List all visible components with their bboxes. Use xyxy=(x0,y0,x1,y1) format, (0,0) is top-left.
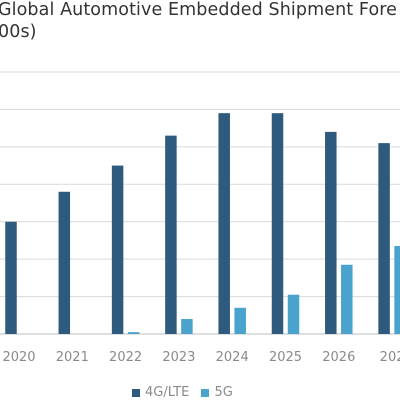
bar-5g-2023 xyxy=(181,319,193,334)
x-tick-label: 2021 xyxy=(56,350,89,365)
chart-title-line-1: Global Automotive Embedded Shipment Fore xyxy=(0,0,398,20)
bar-4g-lte-202 xyxy=(378,143,390,334)
x-tick-label: 2024 xyxy=(216,350,249,365)
bar-5g-2025 xyxy=(287,294,300,334)
bar-5g-2026 xyxy=(341,264,353,334)
chart-title-line-2: 00s) xyxy=(0,22,37,42)
legend-item-4g-lte: 4G/LTE xyxy=(132,385,189,400)
bar-5g-202 xyxy=(394,246,400,334)
x-tick-label: 2026 xyxy=(322,350,355,365)
bar-4g-lte-2023 xyxy=(165,135,177,334)
x-tick-label: 202 xyxy=(380,350,400,365)
x-tick-label: 2020 xyxy=(2,350,35,365)
bar-5g-2022 xyxy=(127,332,140,334)
bar-4g-lte-2025 xyxy=(271,113,284,335)
legend-item-5g: 5G xyxy=(201,385,233,400)
chart-legend: 4G/LTE 5G xyxy=(132,385,241,401)
legend-label-5g: 5G xyxy=(214,385,233,400)
legend-swatch-5g xyxy=(201,388,210,397)
legend-swatch-4g-lte xyxy=(132,388,140,397)
bar-4g-lte-2021 xyxy=(58,191,71,334)
bar-5g-2024 xyxy=(234,307,246,334)
bar-4g-lte-2022 xyxy=(111,165,124,334)
bar-4g-lte-2024 xyxy=(218,113,230,335)
x-tick-label: 2023 xyxy=(162,350,195,365)
bar-4g-lte-2020 xyxy=(5,221,17,334)
x-tick-label: 2022 xyxy=(109,350,142,365)
x-tick-label: 2025 xyxy=(269,350,302,365)
bar-4g-lte-2026 xyxy=(325,131,337,334)
legend-label-4g-lte: 4G/LTE xyxy=(145,385,190,400)
